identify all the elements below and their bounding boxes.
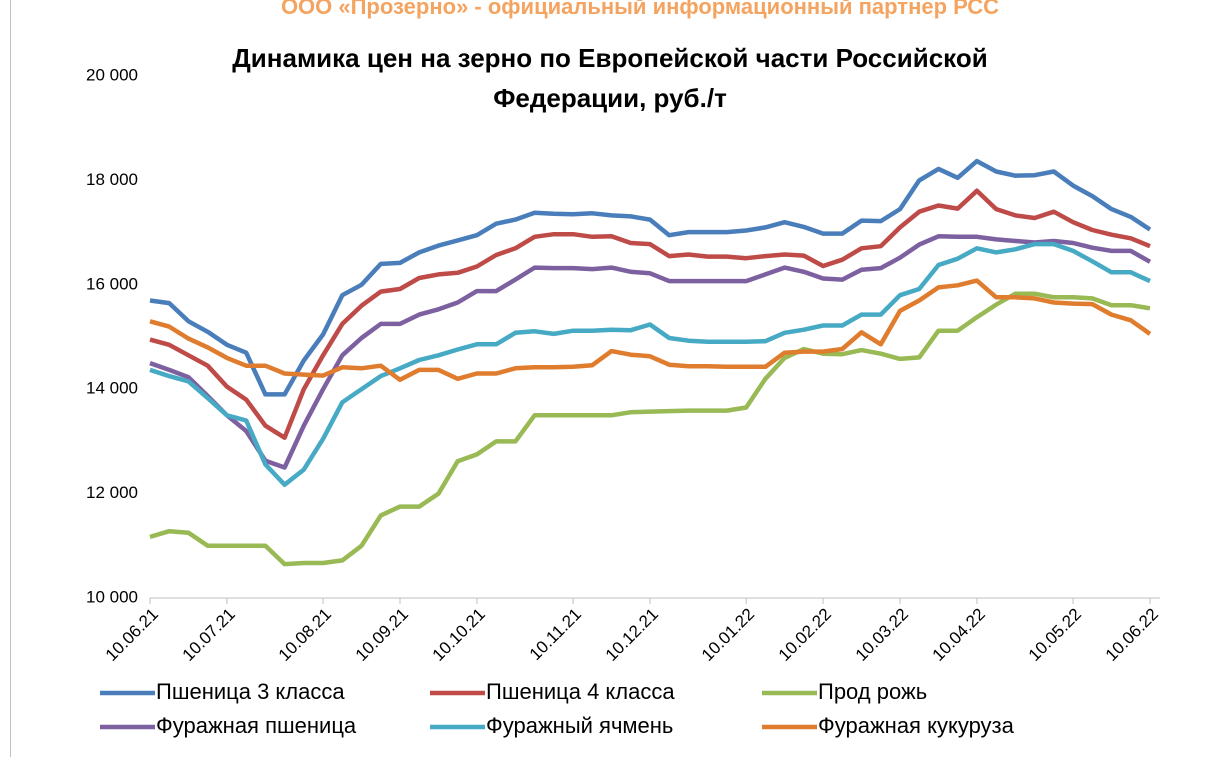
x-tick-label: 10.02.22: [775, 605, 835, 665]
chart-title: Динамика цен на зерно по Европейской час…: [232, 43, 987, 73]
series-line: [149, 158, 1152, 397]
x-tick-label: 10.11.21: [526, 605, 585, 664]
legend-label: Фуражная пшеница: [156, 713, 357, 738]
x-tick-label: 10.06.21: [102, 605, 162, 665]
x-tick-label: 10.06.22: [1102, 605, 1162, 665]
chart-title: Федерации, руб./т: [493, 83, 727, 113]
y-tick-label: 20 000: [86, 65, 138, 84]
x-tick-label: 10.10.21: [429, 605, 489, 665]
x-tick-label: 10.09.21: [352, 605, 412, 665]
series-line: [149, 278, 1152, 383]
series-line: [149, 291, 1151, 567]
legend-label: Пшеница 4 класса: [486, 679, 675, 704]
series-line: [149, 234, 1152, 470]
x-tick-label: 10.03.22: [852, 605, 912, 665]
series-line: [149, 241, 1151, 487]
y-tick-label: 18 000: [86, 170, 138, 189]
legend-label: Прод рожь: [818, 679, 927, 704]
x-tick-label: 10.12.21: [602, 605, 662, 665]
y-tick-label: 16 000: [86, 274, 138, 293]
series-line: [149, 188, 1151, 440]
y-tick-label: 14 000: [86, 379, 138, 398]
legend-label: Фуражный ячмень: [486, 713, 673, 738]
watermark: ООО «Прозерно» - официальный информацион…: [281, 0, 999, 19]
y-tick-label: 10 000: [86, 587, 138, 606]
x-tick-label: 10.05.22: [1025, 605, 1085, 665]
x-tick-label: 10.08.21: [275, 605, 335, 665]
legend-label: Фуражная кукуруза: [818, 713, 1015, 738]
legend-label: Пшеница 3 класса: [156, 679, 345, 704]
x-tick-label: 10.07.21: [179, 605, 239, 665]
x-tick-label: 10.01.22: [698, 605, 758, 665]
x-tick-label: 10.04.22: [929, 605, 989, 665]
y-tick-label: 12 000: [86, 483, 138, 502]
